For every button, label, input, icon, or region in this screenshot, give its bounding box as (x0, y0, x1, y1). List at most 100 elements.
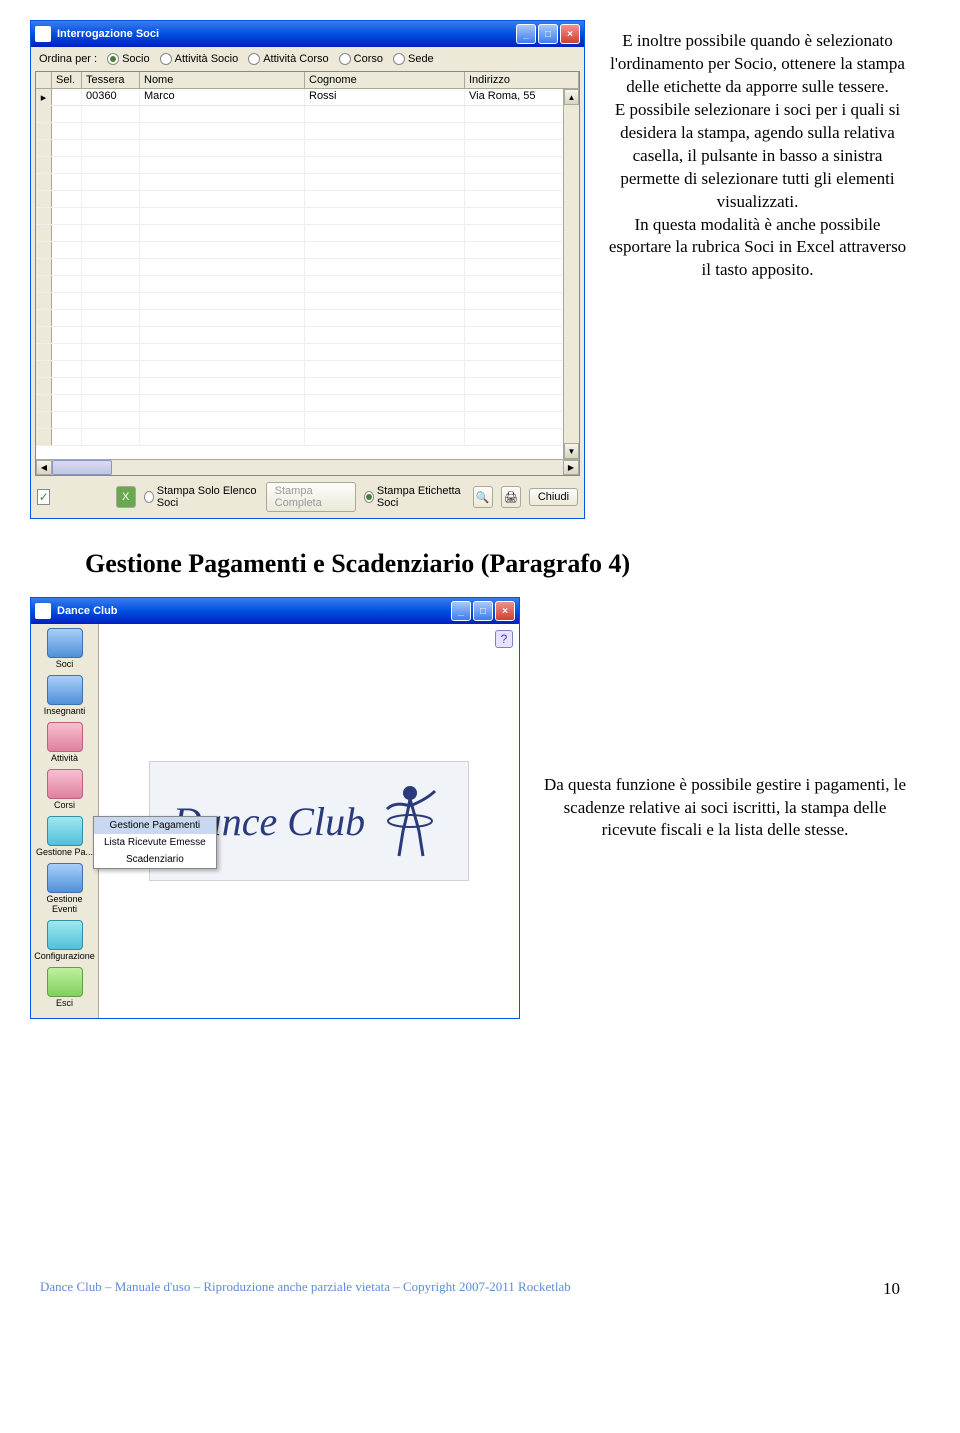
sidebar-item-attivit-[interactable]: Attività (33, 722, 96, 763)
minimize-button[interactable]: _ (516, 24, 536, 44)
sidebar-item-label: Gestione Pa... (33, 847, 96, 857)
minimize-button[interactable]: _ (451, 601, 471, 621)
stampa-completa-button: Stampa Completa (266, 482, 356, 512)
cell-indirizzo: Via Roma, 55 (465, 89, 579, 105)
section-heading: Gestione Pagamenti e Scadenziario (Parag… (85, 549, 910, 579)
bottom-toolbar: ✓ X Stampa Solo Elenco Soci Stampa Compl… (31, 476, 584, 518)
table-row[interactable] (36, 123, 579, 140)
sidebar-item-configurazione[interactable]: Configurazione (33, 920, 96, 961)
col-cognome[interactable]: Cognome (305, 72, 465, 88)
submenu-item[interactable]: Lista Ricevute Emesse (94, 834, 216, 851)
radio-attivita-socio[interactable]: Attività Socio (160, 53, 239, 65)
scroll-thumb[interactable] (52, 460, 112, 475)
col-sel[interactable]: Sel. (52, 72, 82, 88)
folder-icon (47, 863, 83, 893)
close-button[interactable]: × (560, 24, 580, 44)
vertical-scrollbar[interactable]: ▲ ▼ (563, 89, 579, 459)
maximize-button[interactable]: □ (538, 24, 558, 44)
scroll-left-icon[interactable]: ◀ (36, 460, 52, 475)
radio-corso[interactable]: Corso (339, 53, 383, 65)
folder-icon (47, 628, 83, 658)
sidebar-item-gestione-eventi[interactable]: Gestione Eventi (33, 863, 96, 914)
print-icon[interactable]: 🖨 (501, 486, 521, 508)
cell-nome: Marco (140, 89, 305, 105)
sort-label: Ordina per : (39, 53, 97, 65)
table-row[interactable] (36, 327, 579, 344)
sort-toolbar: Ordina per : Socio Attività Socio Attivi… (31, 47, 584, 71)
table-row[interactable] (36, 140, 579, 157)
radio-sede[interactable]: Sede (393, 53, 434, 65)
folder-icon (47, 722, 83, 752)
table-row[interactable] (36, 293, 579, 310)
description-text-1: E inoltre possibile quando è selezionato… (605, 20, 910, 282)
sidebar-item-label: Attività (33, 753, 96, 763)
col-nome[interactable]: Nome (140, 72, 305, 88)
table-row[interactable] (36, 429, 579, 446)
table-row[interactable] (36, 276, 579, 293)
chiudi-button[interactable]: Chiudi (529, 488, 578, 506)
page-footer: Dance Club – Manuale d'uso – Riproduzion… (30, 1279, 910, 1299)
table-row[interactable] (36, 310, 579, 327)
table-row[interactable] (36, 378, 579, 395)
table-row[interactable] (36, 412, 579, 429)
submenu-item[interactable]: Gestione Pagamenti (94, 817, 216, 834)
radio-stampa-etichetta[interactable]: Stampa Etichetta Soci (364, 485, 465, 509)
folder-icon (47, 967, 83, 997)
submenu-item[interactable]: Scadenziario (94, 851, 216, 868)
sidebar-item-label: Esci (33, 998, 96, 1008)
scroll-up-icon[interactable]: ▲ (564, 89, 579, 105)
table-row[interactable] (36, 242, 579, 259)
sidebar-item-label: Gestione Eventi (33, 894, 96, 914)
footer-text: Dance Club – Manuale d'uso – Riproduzion… (40, 1279, 571, 1299)
description-text-2: Da questa funzione è possibile gestire i… (540, 774, 910, 843)
sidebar-item-label: Insegnanti (33, 706, 96, 716)
sidebar-item-label: Configurazione (33, 951, 96, 961)
folder-icon (47, 769, 83, 799)
table-row[interactable] (36, 191, 579, 208)
table-row[interactable] (36, 259, 579, 276)
radio-attivita-corso[interactable]: Attività Corso (248, 53, 328, 65)
table-row[interactable] (36, 174, 579, 191)
scroll-down-icon[interactable]: ▼ (564, 443, 579, 459)
cell-tessera: 00360 (82, 89, 140, 105)
sidebar-item-label: Soci (33, 659, 96, 669)
table-row[interactable] (36, 395, 579, 412)
col-indirizzo[interactable]: Indirizzo (465, 72, 579, 88)
table-row[interactable] (36, 157, 579, 174)
dancer-icon (375, 781, 445, 861)
page-number: 10 (883, 1279, 900, 1299)
maximize-button[interactable]: □ (473, 601, 493, 621)
window-title: Dance Club (57, 605, 451, 617)
sidebar-item-soci[interactable]: Soci (33, 628, 96, 669)
sidebar-item-corsi[interactable]: Corsi (33, 769, 96, 810)
table-row[interactable] (36, 106, 579, 123)
sidebar-item-gestione-pa-[interactable]: Gestione Pa...Gestione PagamentiLista Ri… (33, 816, 96, 857)
folder-icon (47, 675, 83, 705)
titlebar[interactable]: Interrogazione Soci _ □ × (31, 21, 584, 47)
excel-export-icon[interactable]: X (116, 486, 136, 508)
row-marker-icon: ▸ (36, 89, 52, 105)
horizontal-scrollbar[interactable]: ◀ ▶ (36, 459, 579, 475)
table-row[interactable] (36, 208, 579, 225)
close-button[interactable]: × (495, 601, 515, 621)
table-row[interactable] (36, 225, 579, 242)
window-interrogazione-soci: Interrogazione Soci _ □ × Ordina per : S… (30, 20, 585, 519)
table-row[interactable] (36, 344, 579, 361)
table-row[interactable]: ▸ 00360 Marco Rossi Via Roma, 55 (36, 89, 579, 106)
preview-icon[interactable]: 🔍 (473, 486, 493, 508)
submenu-popup: Gestione PagamentiLista Ricevute EmesseS… (93, 816, 217, 869)
col-tessera[interactable]: Tessera (82, 72, 140, 88)
sidebar-item-insegnanti[interactable]: Insegnanti (33, 675, 96, 716)
sidebar: Soci Insegnanti Attività Corsi Gestione Pa..… (31, 624, 99, 1018)
folder-icon (47, 816, 83, 846)
help-icon[interactable]: ? (495, 630, 513, 648)
radio-socio[interactable]: Socio (107, 53, 150, 65)
titlebar[interactable]: Dance Club _ □ × (31, 598, 519, 624)
select-all-checkbox[interactable]: ✓ (37, 489, 50, 505)
radio-stampa-elenco[interactable]: Stampa Solo Elenco Soci (144, 485, 258, 509)
scroll-right-icon[interactable]: ▶ (563, 460, 579, 475)
table-row[interactable] (36, 361, 579, 378)
sidebar-item-esci[interactable]: Esci (33, 967, 96, 1008)
window-title: Interrogazione Soci (57, 28, 516, 40)
cell-cognome: Rossi (305, 89, 465, 105)
